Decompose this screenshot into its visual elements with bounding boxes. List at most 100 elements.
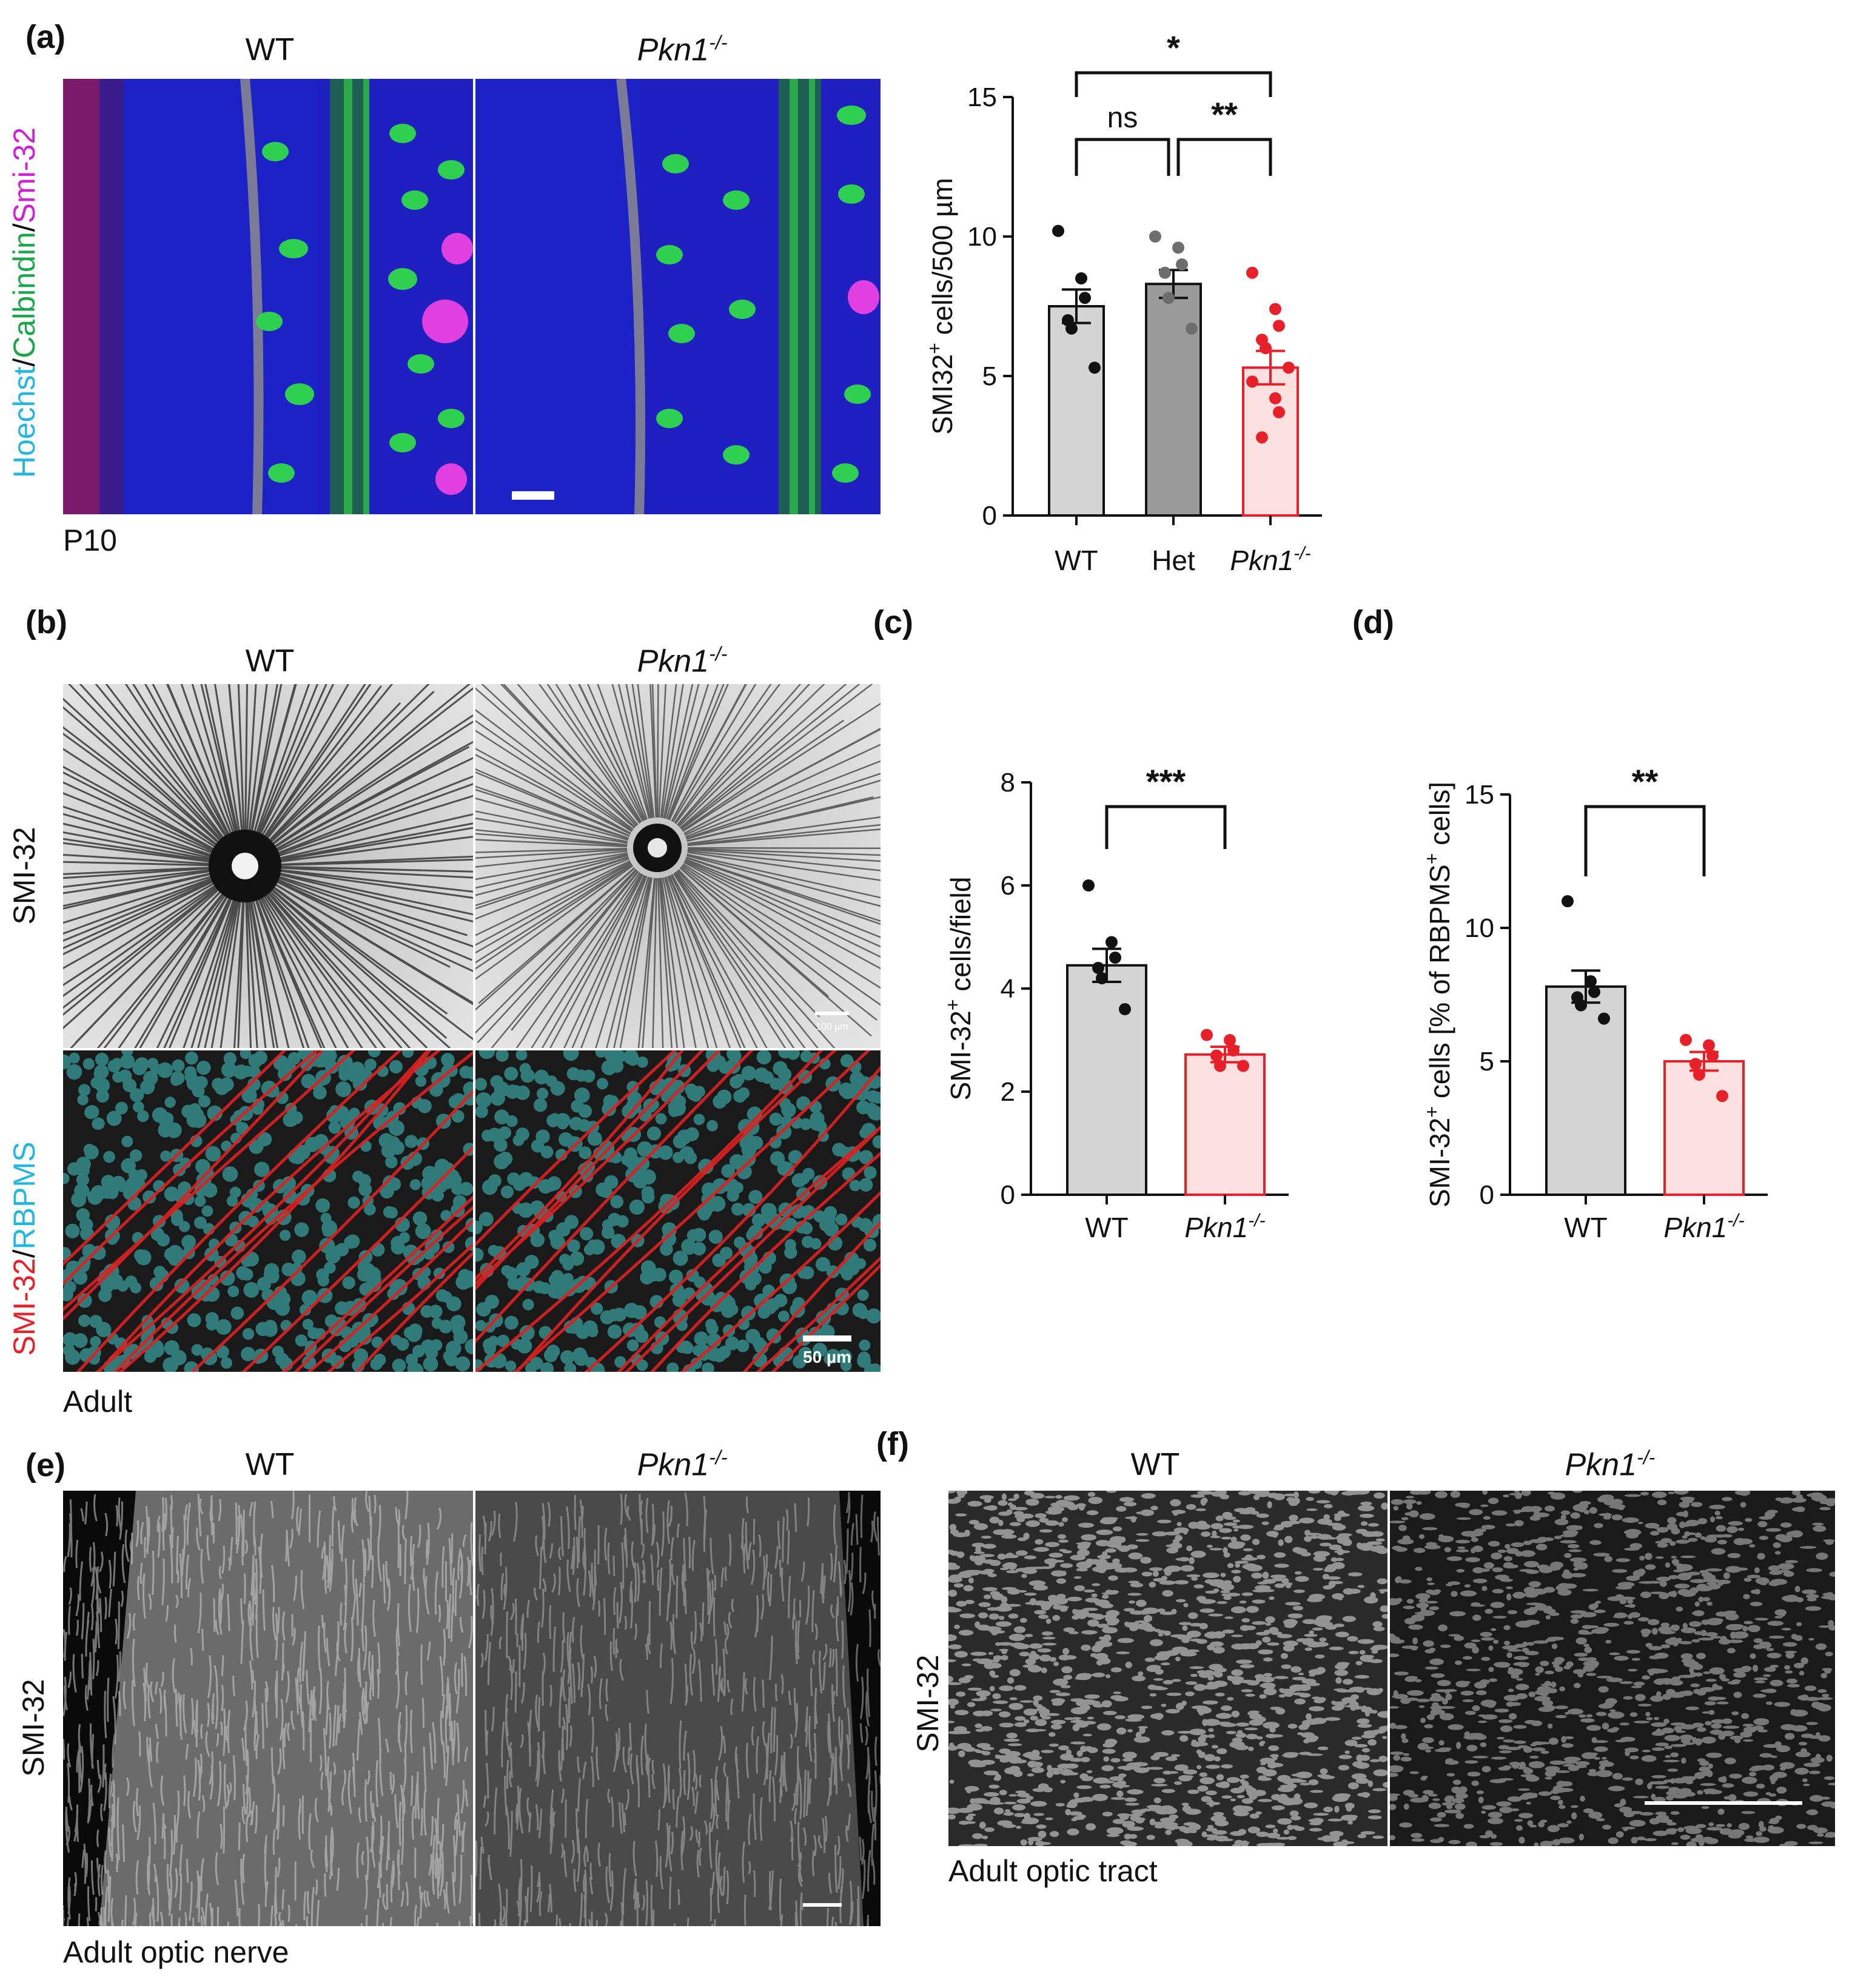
nerve-fiber: [684, 1588, 687, 1614]
tract-fiber: [1113, 1696, 1129, 1702]
nerve-fiber: [278, 1912, 283, 1926]
tract-fiber: [993, 1529, 1008, 1536]
nerve-fiber: [360, 1923, 363, 1926]
tract-fiber: [1446, 1804, 1453, 1809]
axon-ray: [274, 813, 473, 861]
tract-fiber: [1276, 1836, 1290, 1840]
tract-fiber: [1216, 1774, 1224, 1781]
tract-fiber: [1186, 1545, 1193, 1551]
nerve-fiber: [582, 1761, 587, 1779]
nerve-fiber: [566, 1506, 570, 1550]
axon-ray: [268, 884, 473, 1041]
tract-fiber: [1304, 1536, 1312, 1542]
nerve-fiber: [277, 1858, 281, 1878]
nerve-fiber: [609, 1870, 614, 1911]
data-point: [1269, 392, 1281, 405]
axon-ray: [152, 684, 232, 840]
tract-fiber: [1576, 1562, 1588, 1570]
rgc-soma: [505, 1360, 517, 1372]
nerve-fiber: [796, 1763, 799, 1806]
nerve-fiber: [454, 1819, 458, 1856]
axon-fiber: [649, 1151, 881, 1372]
nerve-fiber: [463, 1656, 468, 1696]
tract-fiber: [1166, 1547, 1179, 1554]
tract-fiber: [1742, 1724, 1754, 1727]
rgc-soma: [364, 1058, 377, 1071]
tract-fiber: [1787, 1684, 1800, 1688]
nerve-fiber: [625, 1788, 629, 1810]
nerve-fiber: [148, 1744, 153, 1788]
nerve-fiber: [722, 1866, 726, 1896]
nerve-fiber: [831, 1684, 835, 1722]
nerve-fiber: [459, 1567, 463, 1599]
axon-ray: [491, 870, 639, 1048]
rgc-soma: [478, 1050, 494, 1059]
tract-fiber: [1513, 1725, 1527, 1729]
axon-ray: [249, 896, 275, 1048]
tract-fiber: [1124, 1797, 1138, 1802]
tract-fiber: [1369, 1531, 1384, 1537]
tract-fiber: [990, 1796, 1001, 1804]
nerve-fiber: [282, 1728, 286, 1769]
rgc-soma: [179, 1157, 192, 1169]
nerve-fiber: [170, 1913, 173, 1926]
nerve-fiber: [538, 1697, 541, 1732]
tract-fiber: [1227, 1563, 1234, 1568]
tract-fiber: [1316, 1667, 1326, 1674]
tract-fiber: [1680, 1627, 1697, 1634]
nerve-fiber: [121, 1544, 126, 1583]
nerve-fiber: [352, 1559, 357, 1597]
rgc-soma: [607, 1309, 620, 1321]
tract-fiber: [1526, 1801, 1531, 1805]
tract-fiber: [1494, 1708, 1509, 1713]
tract-fiber: [1791, 1497, 1807, 1503]
nerve-fiber: [822, 1644, 828, 1661]
tract-fiber: [1190, 1494, 1206, 1498]
rgc-soma: [841, 1268, 853, 1281]
nerve-fiber: [134, 1912, 138, 1926]
tract-fiber: [1209, 1800, 1215, 1807]
tract-fiber: [1413, 1548, 1426, 1553]
tract-fiber: [1304, 1647, 1312, 1651]
nerve-fiber: [714, 1919, 716, 1926]
tract-fiber: [1749, 1544, 1756, 1548]
tract-fiber: [1642, 1675, 1651, 1680]
axon-ray: [658, 684, 667, 818]
nerve-fiber: [822, 1818, 826, 1853]
tract-fiber: [1498, 1750, 1512, 1753]
rgc-soma: [187, 1313, 201, 1328]
tract-fiber: [1682, 1622, 1688, 1629]
tract-fiber: [1377, 1578, 1387, 1585]
tract-fiber: [1060, 1563, 1073, 1568]
nerve-fiber: [333, 1762, 336, 1775]
rgc-soma: [753, 1352, 768, 1368]
tract-fiber: [1223, 1552, 1230, 1558]
tract-fiber: [1241, 1618, 1250, 1623]
rgc-soma: [869, 1106, 881, 1121]
tract-fiber: [979, 1696, 987, 1701]
rgc-soma: [495, 1050, 509, 1062]
nerve-fiber: [326, 1555, 330, 1589]
nerve-fiber: [126, 1777, 130, 1796]
tract-fiber: [1651, 1628, 1658, 1635]
nerve-fiber: [555, 1915, 558, 1926]
nerve-fiber: [491, 1510, 496, 1536]
nerve-fiber: [404, 1705, 408, 1746]
tract-fiber: [1211, 1491, 1226, 1497]
nerve-fiber: [669, 1876, 672, 1910]
tract-fiber: [1517, 1767, 1529, 1770]
nerve-fiber: [335, 1621, 340, 1662]
nerve-fiber: [401, 1525, 406, 1540]
axon-ray: [275, 868, 473, 893]
tract-fiber: [1416, 1501, 1422, 1505]
tract-fiber: [1037, 1648, 1052, 1653]
rgc-soma: [170, 1214, 184, 1226]
nerve-fiber: [343, 1585, 347, 1631]
rgc-soma: [227, 1285, 240, 1297]
nerve-fiber: [185, 1744, 189, 1760]
nerve-fiber: [690, 1631, 694, 1650]
nerve-fiber: [583, 1847, 587, 1868]
tract-fiber: [1705, 1632, 1718, 1637]
tract-fiber: [1222, 1511, 1233, 1519]
tract-fiber: [1648, 1645, 1663, 1651]
